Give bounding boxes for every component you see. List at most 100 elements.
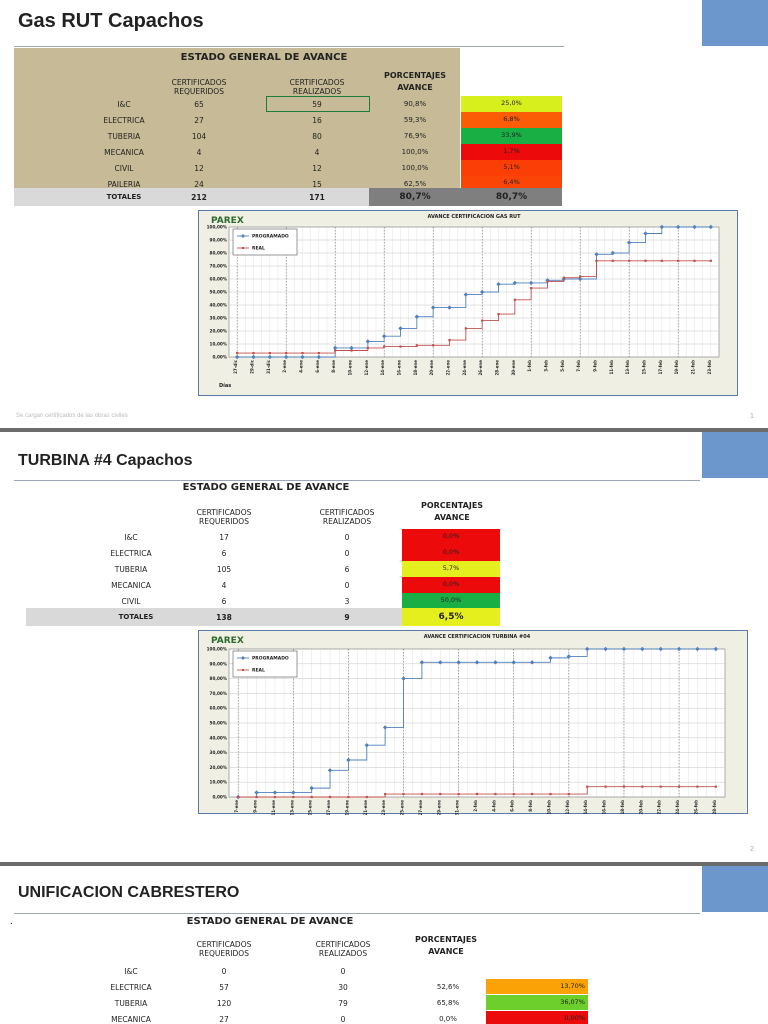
x-tick-label: 24-ene	[462, 360, 467, 376]
slide-3: UNIFICACION CABRESTERO . ESTADO GENERAL …	[0, 866, 768, 1024]
data-point	[236, 352, 239, 355]
x-tick-label: 28-ene	[495, 360, 500, 376]
x-tick-label: 18-feb	[620, 800, 625, 815]
data-point	[384, 792, 387, 796]
y-tick-label: 10,00%	[210, 780, 228, 785]
data-point	[283, 354, 289, 360]
data-point	[463, 292, 469, 297]
data-point	[644, 259, 647, 262]
row-share: 50,0%	[402, 593, 500, 608]
parex-logo: PAREX	[211, 636, 244, 646]
data-point	[713, 646, 719, 652]
row-requeridos: 120	[216, 999, 232, 1008]
data-point	[658, 646, 663, 652]
data-point	[255, 795, 258, 799]
x-tick-label: 14-ene	[380, 360, 385, 376]
row-realizados: 15	[312, 180, 322, 189]
data-point	[530, 287, 533, 290]
y-tick-label: 20,00%	[210, 329, 228, 334]
row-name: I&C	[117, 100, 131, 109]
slide-3-dot: .	[10, 916, 13, 927]
data-point	[512, 792, 515, 796]
slide-1-page-number: 1	[750, 413, 754, 420]
y-tick-label: 30,00%	[210, 750, 228, 755]
table-title: ESTADO GENERAL DE AVANCE	[180, 52, 348, 63]
row-realizados: 3	[344, 597, 350, 606]
row-name: MECANICA	[111, 581, 151, 590]
y-tick-label: 100,00%	[207, 647, 228, 652]
row-porcentaje: 90,8%	[403, 100, 427, 108]
row-name: PAILERIA	[107, 180, 141, 189]
data-point	[268, 352, 271, 355]
x-tick-label: 18-ene	[413, 360, 418, 376]
data-point	[328, 795, 332, 799]
totals-label: TOTALES	[118, 613, 154, 621]
row-name: MECANICA	[111, 1015, 151, 1024]
x-tick-label: 22-feb	[657, 800, 662, 815]
x-tick-label: 17-ene	[326, 800, 331, 815]
x-tick-label: 9-ene	[253, 800, 258, 813]
y-tick-label: 0,00%	[212, 795, 227, 800]
row-realizados: 0	[340, 967, 346, 976]
data-point	[579, 275, 582, 278]
data-point	[643, 231, 648, 236]
header-certificados-realizados: CERTIFICADOS REALIZADOS	[289, 78, 345, 96]
data-point	[366, 346, 369, 349]
data-point	[546, 280, 549, 283]
y-tick-label: 40,00%	[210, 303, 228, 308]
x-tick-label: 29-ene	[436, 800, 441, 815]
data-point	[267, 354, 273, 360]
data-point	[316, 354, 322, 360]
row-porcentaje: 100,0%	[401, 164, 429, 172]
x-tick-label: 13-feb	[625, 360, 630, 375]
data-point	[399, 345, 402, 348]
y-tick-label: 40,00%	[210, 735, 228, 740]
data-point	[604, 785, 607, 788]
data-point	[479, 289, 485, 295]
series-line-programado	[238, 648, 716, 798]
x-tick-label: 31-ene	[455, 800, 460, 815]
y-tick-label: 70,00%	[210, 691, 228, 696]
legend-label: REAL	[252, 246, 265, 252]
x-tick-label: 5-feb	[560, 360, 565, 372]
x-tick-label: 20-ene	[429, 360, 434, 376]
table-title: ESTADO GENERAL DE AVANCE	[182, 482, 350, 493]
totals-pct-bg	[369, 188, 461, 206]
y-tick-label: 80,00%	[210, 676, 228, 681]
x-tick-label: 16-ene	[397, 360, 402, 376]
slide-1-chart: PAREX AVANCE CERTIFICACION GAS RUT 100,00%…	[198, 210, 738, 396]
data-point	[709, 259, 712, 262]
x-tick-label: 27-ene	[418, 800, 423, 815]
x-tick-label: 4-ene	[299, 360, 304, 373]
legend-marker	[242, 669, 244, 671]
data-point	[531, 792, 534, 796]
y-tick-label: 70,00%	[210, 264, 228, 269]
y-tick-label: 60,00%	[210, 706, 228, 711]
x-tick-label: 2-feb	[473, 800, 478, 812]
row-requeridos: 24	[194, 180, 204, 189]
data-point	[693, 259, 696, 262]
chart-2-svg: PAREX AVANCE CERTIFICACION TURBINA #04 100…	[207, 634, 726, 815]
totals-bar-bg	[461, 188, 562, 206]
x-tick-label: 23-feb	[707, 360, 712, 375]
x-tick-label: 10-ene	[348, 360, 353, 376]
data-point	[439, 792, 442, 796]
x-tick-label: 6-feb	[510, 800, 515, 812]
x-tick-label: 26-feb	[693, 800, 698, 815]
data-point	[430, 305, 436, 310]
row-share: 5,1%	[461, 160, 562, 176]
row-share: 0,00%	[486, 1011, 588, 1024]
header-certificados-requeridos: CERTIFICADOS REQUERIDOS	[196, 508, 252, 526]
data-point	[611, 259, 614, 262]
table-totals-row	[26, 608, 402, 626]
legend-marker	[241, 234, 245, 238]
data-point	[695, 646, 700, 652]
y-tick-label: 0,00%	[212, 355, 227, 360]
slide-2: TURBINA #4 Capachos ESTADO GENERAL DE AV…	[0, 432, 768, 862]
x-tick-label: 8-feb	[528, 800, 533, 812]
selected-cell[interactable]	[266, 96, 370, 112]
row-porcentaje: 59,3%	[403, 116, 427, 124]
chart-legend: PROGRAMADO REAL	[232, 228, 298, 256]
legend-label: REAL	[252, 668, 265, 674]
row-requeridos: 104	[191, 132, 207, 141]
